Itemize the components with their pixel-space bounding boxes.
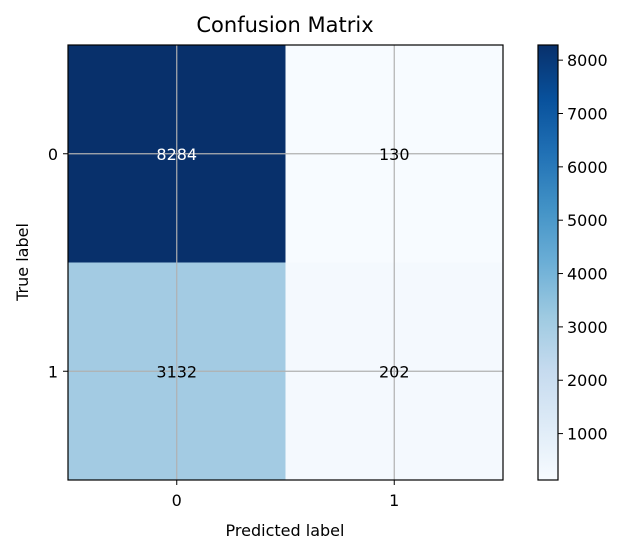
heatmap-cells — [68, 45, 503, 480]
colorbar-tick-label: 7000 — [567, 104, 608, 123]
cell-value-label: 3132 — [156, 362, 197, 381]
cell-labels: 8284 130 3132 202 — [156, 145, 409, 382]
colorbar-tick-label: 4000 — [567, 265, 608, 284]
x-tick-label: 0 — [172, 491, 182, 510]
colorbar — [537, 44, 559, 481]
cell-value-label: 202 — [379, 362, 410, 381]
chart-title: Confusion Matrix — [196, 13, 373, 37]
colorbar-ticks: 1000 2000 3000 4000 5000 6000 7000 8000 — [558, 51, 608, 444]
colorbar-tick-label: 1000 — [567, 425, 608, 444]
y-tick-label: 0 — [48, 145, 58, 164]
x-tick-label: 1 — [389, 491, 399, 510]
y-axis-label: True label — [13, 223, 32, 302]
colorbar-tick-label: 5000 — [567, 211, 608, 230]
gridlines — [68, 45, 503, 480]
colorbar-tick-label: 2000 — [567, 371, 608, 390]
x-axis-label: Predicted label — [226, 521, 345, 540]
y-axis-ticks: 01 — [48, 145, 68, 381]
colorbar-tick-label: 6000 — [567, 158, 608, 177]
cell-value-label: 8284 — [156, 145, 197, 164]
colorbar-tick-label: 8000 — [567, 51, 608, 70]
plot-frame — [67, 44, 504, 481]
cell-value-label: 130 — [379, 145, 410, 164]
y-tick-label: 1 — [48, 362, 58, 381]
colorbar-tick-label: 3000 — [567, 318, 608, 337]
